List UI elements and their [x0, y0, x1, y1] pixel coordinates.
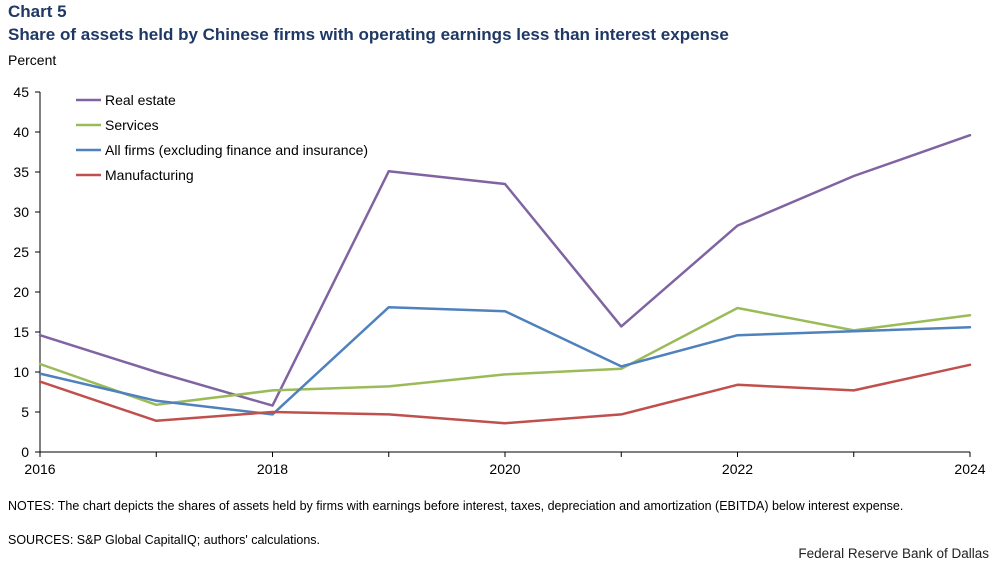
publisher-credit: Federal Reserve Bank of Dallas [798, 546, 989, 561]
y-tick-label: 25 [13, 244, 29, 260]
y-tick-label: 45 [13, 84, 29, 100]
chart-title: Share of assets held by Chinese firms wi… [8, 25, 729, 44]
x-tick-label: 2024 [954, 461, 985, 477]
series-line-services [38, 306, 972, 407]
y-tick-label: 5 [21, 404, 29, 420]
y-tick-label: 20 [13, 284, 29, 300]
series-line-manufacturing [38, 363, 972, 425]
y-tick-label: 40 [13, 124, 29, 140]
legend-label: Services [105, 117, 159, 133]
chart-notes: NOTES: The chart depicts the shares of a… [8, 499, 904, 513]
x-tick-label: 2016 [24, 461, 55, 477]
chart-label: Chart 5 [8, 2, 67, 21]
x-tick-label: 2022 [722, 461, 753, 477]
x-tick-label: 2018 [257, 461, 288, 477]
x-tick-label: 2020 [489, 461, 520, 477]
y-tick-label: 10 [13, 364, 29, 380]
line-chart: 0 5 10 15 20 25 30 35 40 45 2016 2018 2020 2022 2024 Re… [13, 84, 985, 477]
series-line-real-estate [38, 133, 972, 407]
series-line-all-firms-excluding-finance-and-insurance [38, 305, 972, 416]
y-tick-label: 0 [21, 444, 29, 460]
legend-label: Manufacturing [105, 167, 194, 183]
y-tick-label: 30 [13, 204, 29, 220]
legend-label: All firms (excluding finance and insuran… [105, 142, 368, 158]
chart-sources: SOURCES: S&P Global CapitalIQ; authors' … [8, 533, 321, 547]
y-tick-label: 35 [13, 164, 29, 180]
y-axis-unit-label: Percent [8, 52, 57, 68]
y-tick-label: 15 [13, 324, 29, 340]
legend-label: Real estate [105, 92, 176, 108]
